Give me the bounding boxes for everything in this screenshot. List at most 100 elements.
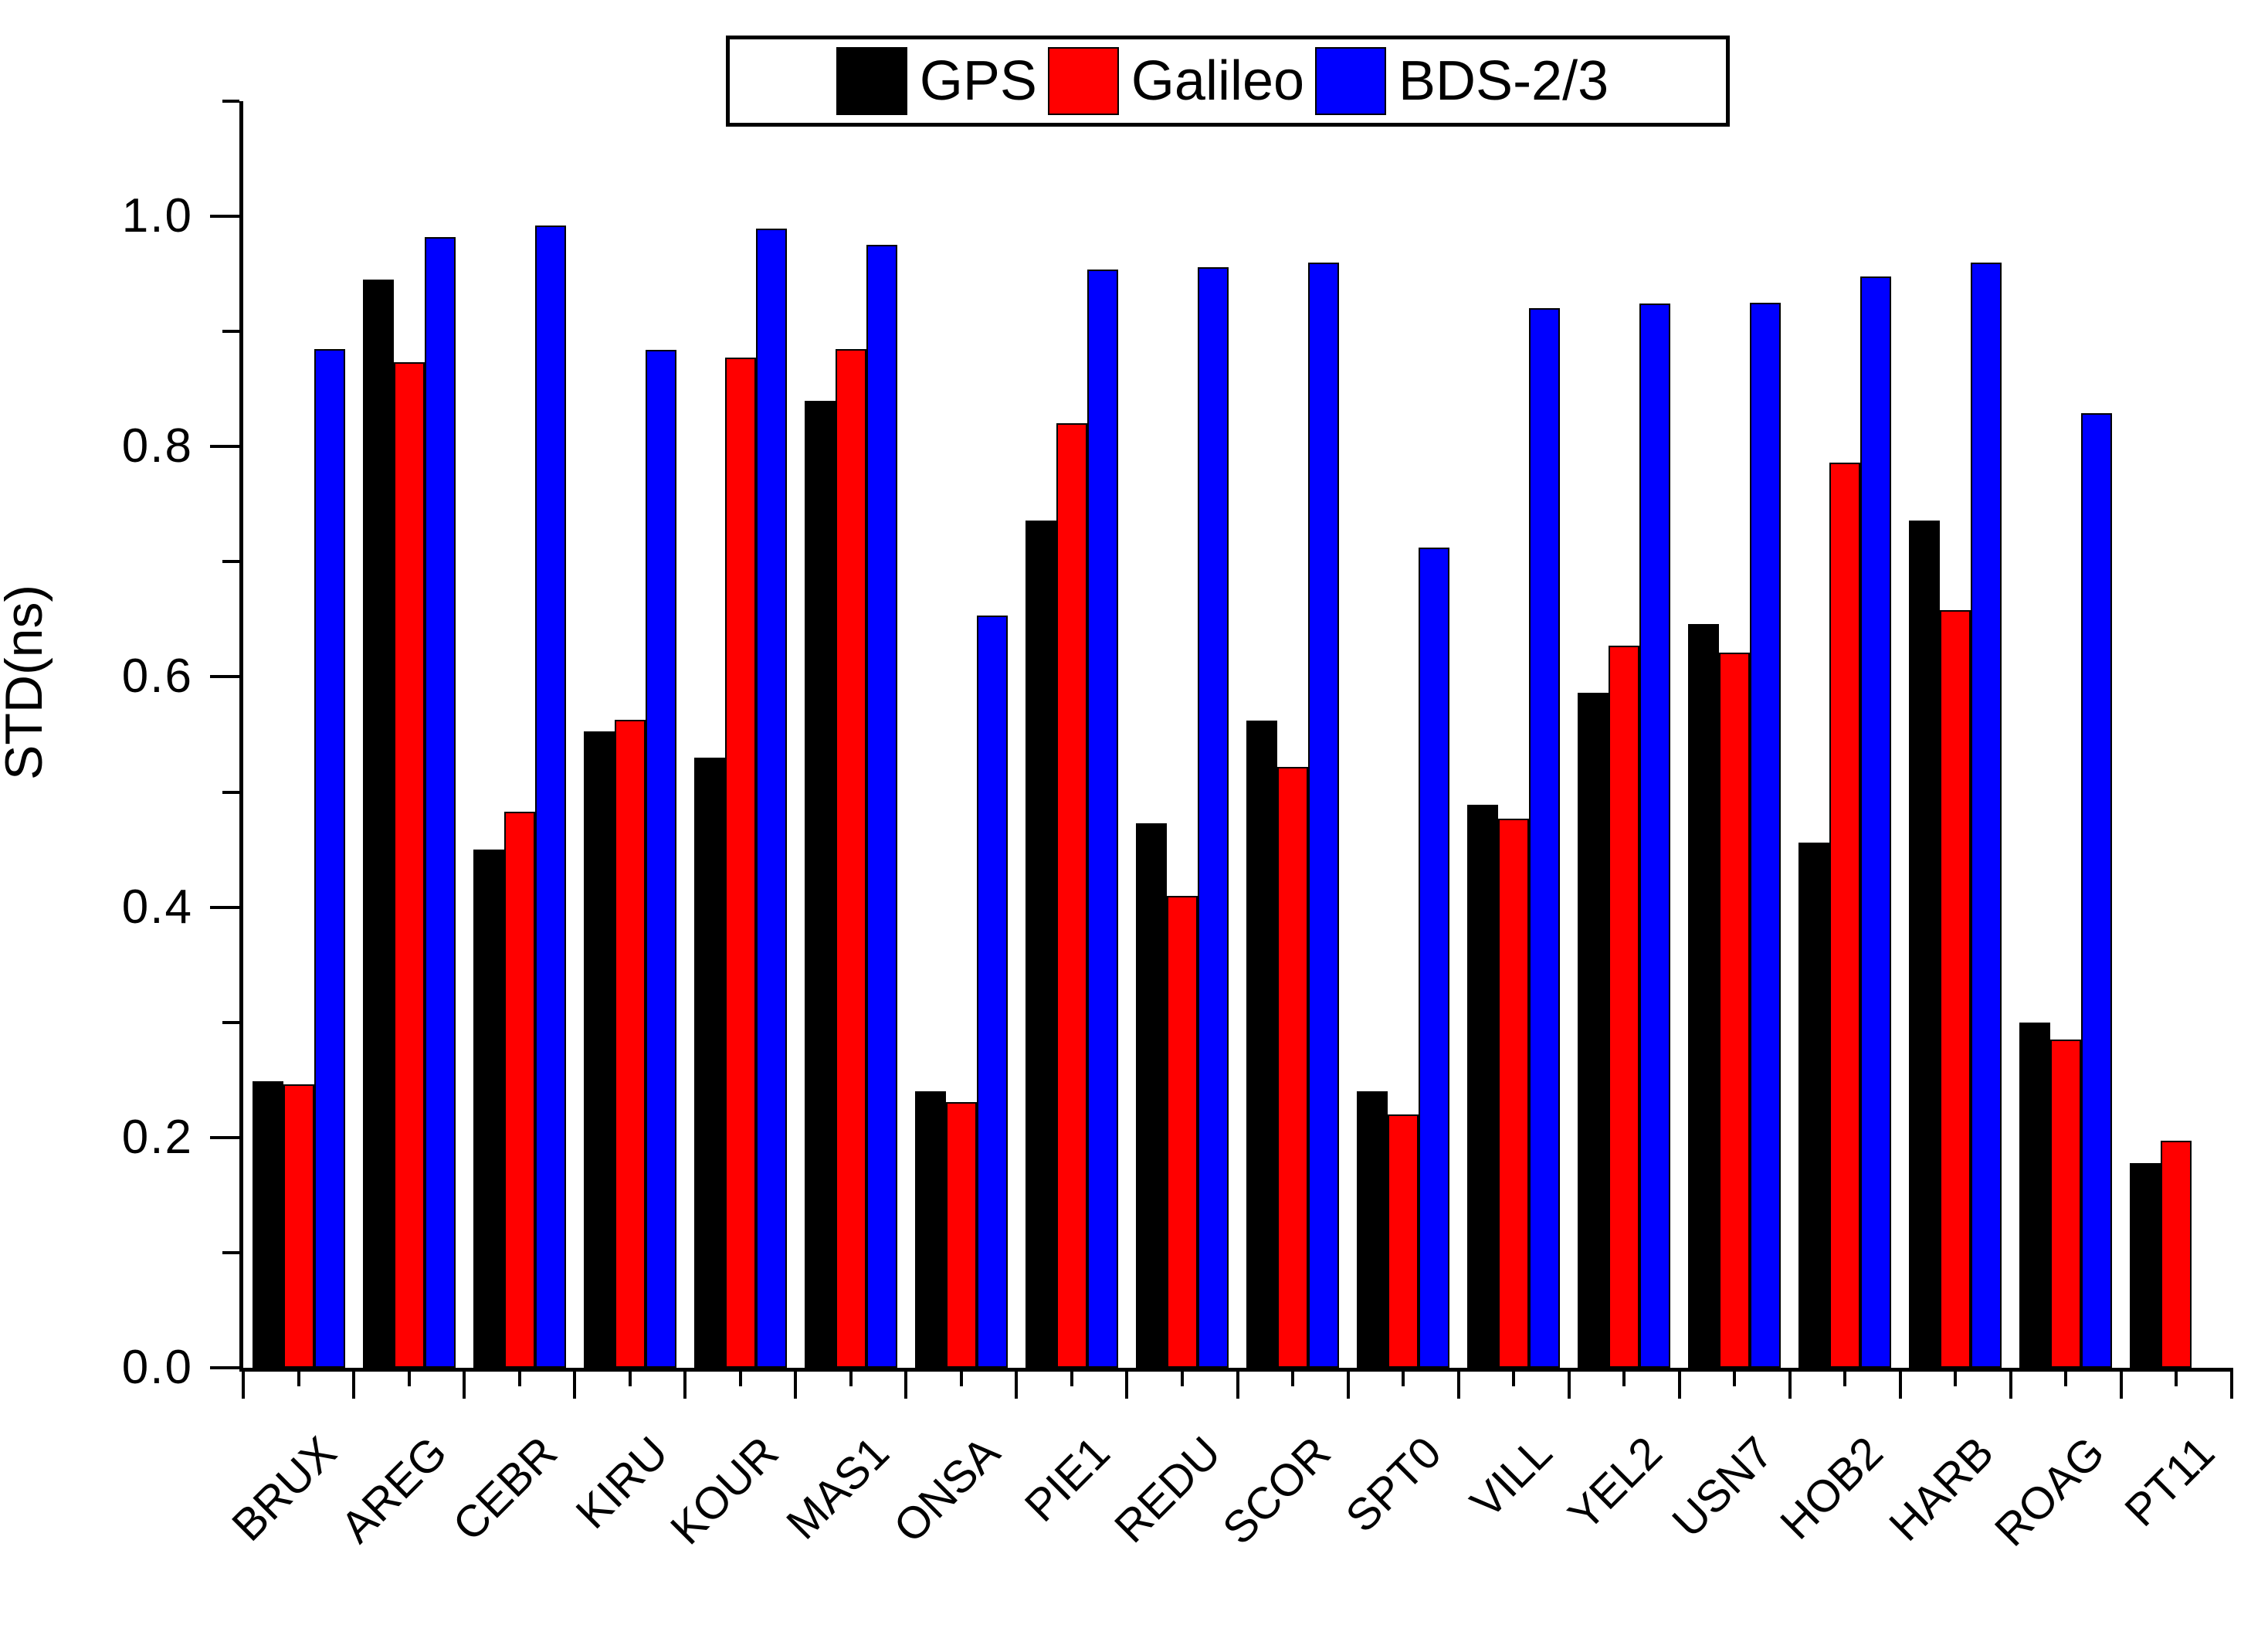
x-center-tick	[2064, 1368, 2068, 1386]
bar-pt11-gps	[2130, 1162, 2161, 1368]
x-tick-label-kour: KOUR	[661, 1426, 788, 1555]
bar-redu-bds23	[1197, 266, 1229, 1368]
x-boundary-tick	[1456, 1368, 1460, 1399]
x-center-tick	[1954, 1368, 1958, 1386]
bar-yel2-bds23	[1639, 304, 1671, 1368]
x-tick-label-harb: HARB	[1880, 1426, 2004, 1551]
x-tick-label-redu: REDU	[1104, 1426, 1230, 1553]
bar-cebr-bds23	[534, 226, 566, 1368]
x-tick-label-cebr: CEBR	[443, 1426, 568, 1551]
bar-harb-gps	[1909, 520, 1941, 1368]
legend-label-gps: GPS	[919, 50, 1037, 112]
y-tick-label: 0.4	[121, 880, 193, 934]
x-boundary-tick	[1788, 1368, 1792, 1399]
bar-mas1-gps	[804, 400, 836, 1368]
y-major-tick	[210, 1366, 239, 1369]
bar-spt0-galileo	[1388, 1114, 1419, 1368]
bar-roag-gps	[2019, 1022, 2051, 1368]
y-tick-label: 0.8	[121, 419, 193, 473]
chart-legend: GPS Galileo BDS-2/3	[726, 36, 1730, 127]
bar-vill-galileo	[1498, 818, 1530, 1368]
bar-areg-galileo	[393, 362, 425, 1368]
bar-pie1-bds23	[1087, 269, 1118, 1368]
x-boundary-tick	[242, 1368, 245, 1399]
bar-scor-gps	[1246, 721, 1278, 1368]
bar-onsa-galileo	[945, 1101, 977, 1368]
bar-roag-galileo	[2050, 1040, 2082, 1368]
y-minor-tick	[222, 100, 239, 103]
bar-hob2-gps	[1798, 843, 1830, 1368]
x-boundary-tick	[904, 1368, 908, 1399]
x-boundary-tick	[2009, 1368, 2012, 1399]
x-boundary-tick	[352, 1368, 356, 1399]
bar-onsa-gps	[914, 1091, 946, 1368]
y-tick-label: 0.2	[121, 1110, 193, 1164]
bar-usn7-bds23	[1750, 302, 1782, 1368]
x-boundary-tick	[2119, 1368, 2123, 1399]
y-tick-label: 0.0	[121, 1341, 193, 1394]
bar-areg-bds23	[424, 236, 456, 1368]
x-boundary-tick	[1236, 1368, 1239, 1399]
x-boundary-tick	[794, 1368, 798, 1399]
y-major-tick	[210, 445, 239, 449]
legend-item-galileo: Galileo	[1047, 42, 1315, 120]
legend-item-gps: GPS	[836, 42, 1048, 120]
bar-kiru-bds23	[645, 350, 676, 1368]
legend-swatch-galileo	[1047, 47, 1119, 115]
x-center-tick	[628, 1368, 632, 1386]
y-tick-label: 1.0	[121, 189, 193, 243]
x-boundary-tick	[1125, 1368, 1129, 1399]
bar-redu-galileo	[1166, 895, 1198, 1368]
x-boundary-tick	[1346, 1368, 1350, 1399]
y-major-tick	[210, 215, 239, 219]
x-center-tick	[517, 1368, 521, 1386]
y-major-tick	[210, 675, 239, 679]
x-center-tick	[1843, 1368, 1847, 1386]
x-tick-label-brux: BRUX	[222, 1426, 347, 1551]
x-tick-label-yel2: YEL2	[1558, 1426, 1673, 1541]
bar-yel2-gps	[1578, 693, 1609, 1368]
legend-label-bds: BDS-2/3	[1398, 50, 1609, 112]
bar-brux-bds23	[314, 348, 345, 1368]
x-tick-label-kiru: KIRU	[566, 1426, 678, 1538]
y-minor-tick	[222, 1250, 239, 1254]
bar-areg-gps	[362, 280, 394, 1368]
bar-pie1-galileo	[1056, 423, 1087, 1368]
y-major-tick	[210, 905, 239, 909]
y-minor-tick	[222, 790, 239, 794]
x-center-tick	[2175, 1368, 2178, 1386]
bar-pt11-galileo	[2161, 1141, 2192, 1368]
bar-hob2-galileo	[1829, 463, 1861, 1368]
x-center-tick	[1622, 1368, 1626, 1386]
x-boundary-tick	[1567, 1368, 1571, 1399]
bar-redu-gps	[1135, 823, 1167, 1368]
x-tick-label-scor: SCOR	[1213, 1426, 1341, 1555]
bar-vill-bds23	[1529, 308, 1561, 1368]
y-axis	[239, 101, 243, 1372]
x-center-tick	[738, 1368, 742, 1386]
bar-usn7-gps	[1688, 623, 1720, 1368]
y-tick-label: 0.6	[121, 650, 193, 704]
x-center-tick	[297, 1368, 300, 1386]
x-center-tick	[407, 1368, 411, 1386]
x-center-tick	[1512, 1368, 1516, 1386]
bar-yel2-galileo	[1609, 646, 1640, 1368]
x-boundary-tick	[463, 1368, 466, 1399]
bar-brux-gps	[252, 1080, 283, 1368]
bar-hob2-bds23	[1860, 276, 1892, 1368]
x-boundary-tick	[1677, 1368, 1681, 1399]
x-tick-label-pt11: PT11	[2115, 1426, 2225, 1536]
x-center-tick	[849, 1368, 853, 1386]
bar-spt0-gps	[1357, 1091, 1388, 1368]
bar-vill-gps	[1467, 804, 1499, 1368]
bar-kiru-gps	[583, 731, 615, 1368]
bar-kiru-galileo	[614, 719, 646, 1368]
x-boundary-tick	[573, 1368, 577, 1399]
x-tick-label-pie1: PIE1	[1015, 1426, 1120, 1532]
bar-scor-galileo	[1277, 766, 1309, 1368]
x-boundary-tick	[683, 1368, 687, 1399]
bar-mas1-galileo	[835, 348, 866, 1368]
bar-mas1-bds23	[866, 245, 897, 1368]
bar-onsa-bds23	[976, 616, 1008, 1368]
